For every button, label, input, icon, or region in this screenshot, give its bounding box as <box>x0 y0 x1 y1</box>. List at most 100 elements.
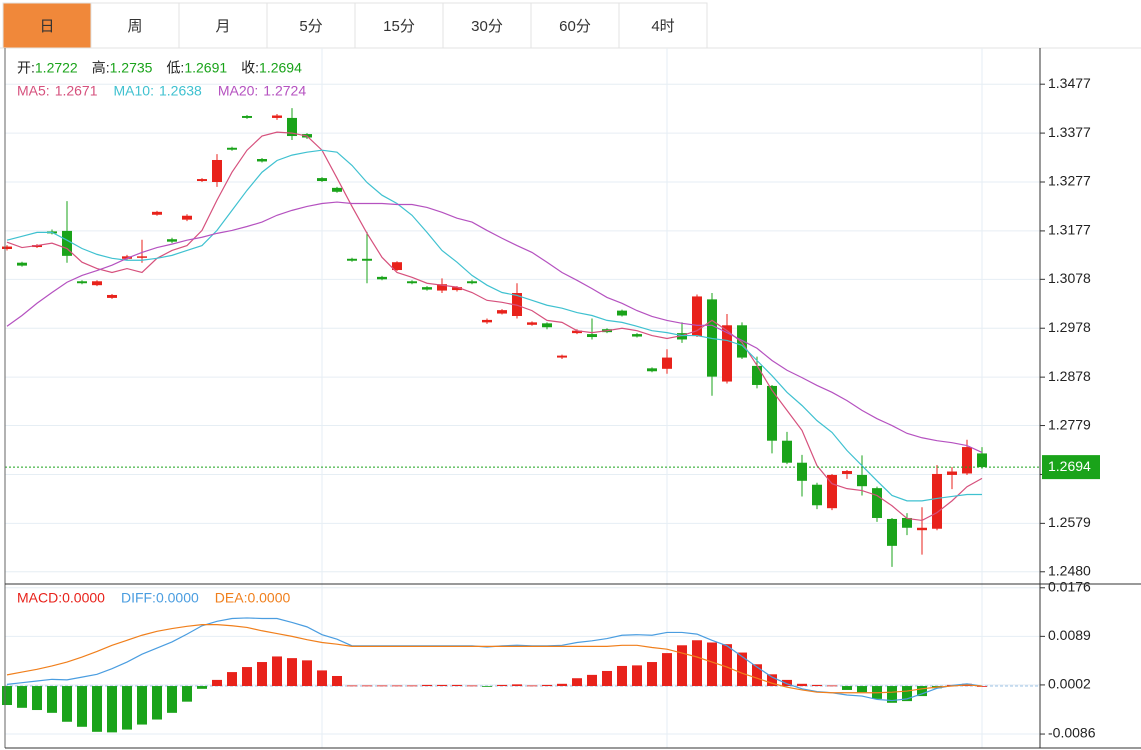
tab-label: 4时 <box>651 18 674 35</box>
legend-name: DIFF: <box>121 590 156 606</box>
y-tick-label: 1.2480 <box>1048 562 1091 578</box>
quote-label: 低: <box>166 60 184 76</box>
macd-bar <box>482 686 492 687</box>
macd-bar <box>62 686 72 722</box>
quote-label: 开: <box>17 60 35 76</box>
tab[interactable] <box>178 2 268 49</box>
macd-bar <box>332 675 342 687</box>
macd-bar <box>647 662 657 687</box>
candle-body <box>962 447 972 474</box>
candle-body <box>902 517 912 528</box>
candle-body <box>692 296 702 337</box>
macd-bar <box>602 670 612 687</box>
macd-line <box>6 624 983 694</box>
price-panel: 1.3477 1.3377 1.3277 1.3177 1.3078 1.2978 1.28… <box>2 75 1100 578</box>
tab-bar: 日 周 月 5分 15分 30分 60分 4时 <box>2 2 708 49</box>
legend-value: 1.2671 <box>55 83 98 99</box>
candle-body <box>842 471 852 474</box>
candle-body <box>2 246 12 249</box>
candle-body <box>917 527 927 531</box>
tab[interactable] <box>2 2 92 49</box>
candle-body <box>212 159 222 182</box>
macd-bar <box>257 662 267 687</box>
macd-bar <box>842 686 852 690</box>
macd-bar <box>632 665 642 687</box>
candle-body <box>182 215 192 220</box>
tab[interactable] <box>442 2 532 49</box>
candle-body <box>482 319 492 323</box>
candle-body <box>122 256 132 259</box>
macd-bar <box>422 684 432 687</box>
macd-bar <box>317 670 327 687</box>
tab-label: 60分 <box>559 18 591 35</box>
ma-line <box>6 149 982 502</box>
macd-bar <box>812 684 822 687</box>
candle-body <box>347 258 357 261</box>
macd-bar <box>512 684 522 687</box>
ma-line <box>6 131 983 522</box>
macd-bar <box>707 642 717 687</box>
candle-body <box>977 453 987 468</box>
legend-value: 0.0000 <box>62 590 105 606</box>
headers: 开: 1.2722 高: 1.2735 低: 1.2691 收: 1.2694 MA5: 1.26… <box>17 60 306 606</box>
candle-body <box>617 310 627 316</box>
candle-body <box>857 474 867 487</box>
tab-label: 月 <box>215 18 230 35</box>
candle-body <box>62 230 72 256</box>
candle-body <box>437 284 447 291</box>
candle-body <box>542 323 552 328</box>
macd-bar <box>782 679 792 687</box>
macd-bar <box>557 683 567 687</box>
candle-body <box>662 357 672 369</box>
macd-bar <box>152 686 162 720</box>
candle-body <box>452 287 462 291</box>
tab-label: 30分 <box>471 18 503 35</box>
candle-body <box>242 115 252 118</box>
candle-body <box>782 440 792 463</box>
macd-bar <box>182 686 192 702</box>
tab-label: 15分 <box>383 18 415 35</box>
y-tick-label: 1.3277 <box>1048 173 1091 189</box>
macd-bar <box>407 685 417 687</box>
y-tick-label: 1.3078 <box>1048 270 1091 286</box>
macd-bar <box>527 685 537 687</box>
candle-body <box>512 293 522 316</box>
quote-value: 1.2722 <box>35 60 78 76</box>
candle-body <box>887 518 897 546</box>
macd-bar <box>302 660 312 687</box>
legend-value: 1.2638 <box>159 83 202 99</box>
candle-body <box>362 258 372 261</box>
macd-bar <box>452 684 462 687</box>
candle-body <box>932 473 942 529</box>
candle-body <box>647 368 657 372</box>
macd-bar <box>677 645 687 687</box>
macd-bar <box>497 684 507 687</box>
y-tick-label: 0.0089 <box>1048 627 1091 643</box>
legend-name: MA5: <box>17 83 50 99</box>
y-tick-label: 0.0176 <box>1048 578 1091 594</box>
macd-bar <box>692 640 702 687</box>
y-tick-label: 1.2779 <box>1048 416 1091 432</box>
macd-bar <box>722 644 732 687</box>
candle-body <box>587 334 597 338</box>
macd-bar <box>857 686 867 693</box>
macd-bar <box>437 684 447 687</box>
y-tick-label: 0.0002 <box>1048 676 1091 692</box>
candle-body <box>137 256 147 258</box>
tab-label: 日 <box>39 18 54 35</box>
macd-bar <box>107 686 117 733</box>
macd-bar <box>917 686 927 697</box>
macd-bar <box>32 686 42 711</box>
tab[interactable] <box>618 2 708 49</box>
macd-bar <box>2 686 12 706</box>
macd-bar <box>752 664 762 687</box>
last-price-label: 1.2694 <box>1048 458 1091 474</box>
y-tick-label: 1.2579 <box>1048 514 1091 530</box>
candle-body <box>737 325 747 358</box>
macd-bar <box>212 679 222 687</box>
y-tick-label: 1.2878 <box>1048 368 1091 384</box>
macd-bar <box>287 658 297 687</box>
candle-body <box>632 334 642 337</box>
tab[interactable] <box>90 2 180 49</box>
